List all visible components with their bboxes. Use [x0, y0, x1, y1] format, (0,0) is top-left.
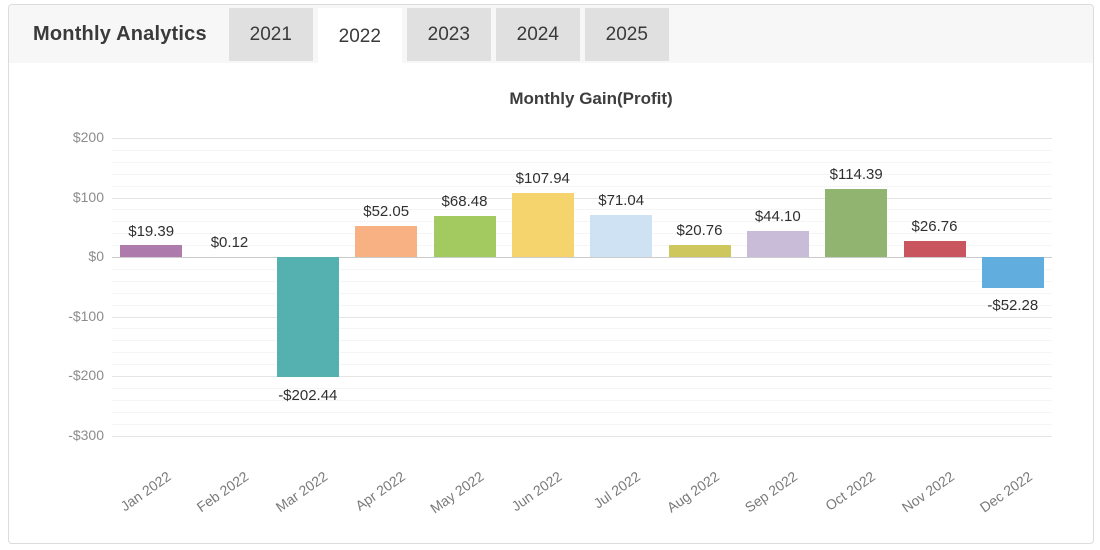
tab-2025[interactable]: 2025: [584, 8, 669, 61]
bar-apr[interactable]: [355, 226, 418, 257]
tab-2021[interactable]: 2021: [228, 8, 313, 61]
tab-2022[interactable]: 2022: [317, 8, 402, 66]
bar-jun[interactable]: [511, 192, 574, 257]
bar-aug[interactable]: [668, 244, 731, 257]
tab-2024[interactable]: 2024: [495, 8, 580, 61]
bar-dec[interactable]: [981, 257, 1044, 289]
bar-oct[interactable]: [825, 188, 888, 257]
tab-2023[interactable]: 2023: [406, 8, 491, 61]
page-title: Monthly Analytics: [33, 22, 207, 45]
bar-may[interactable]: [433, 216, 496, 257]
analytics-card: Monthly Analytics 2021 2022 2023 2024 2025 M…: [8, 4, 1094, 544]
bar-mar[interactable]: [276, 257, 339, 378]
bar-jul[interactable]: [590, 214, 653, 257]
chart-title: Monthly Gain(Profit): [509, 89, 673, 108]
header: Monthly Analytics 2021 2022 2023 2024 2025: [9, 5, 1093, 66]
bar-nov[interactable]: [903, 241, 966, 257]
year-tabs: 2021 2022 2023 2024 2025: [228, 5, 674, 66]
bar-jan[interactable]: [120, 245, 183, 257]
bar-sep[interactable]: [746, 230, 809, 257]
